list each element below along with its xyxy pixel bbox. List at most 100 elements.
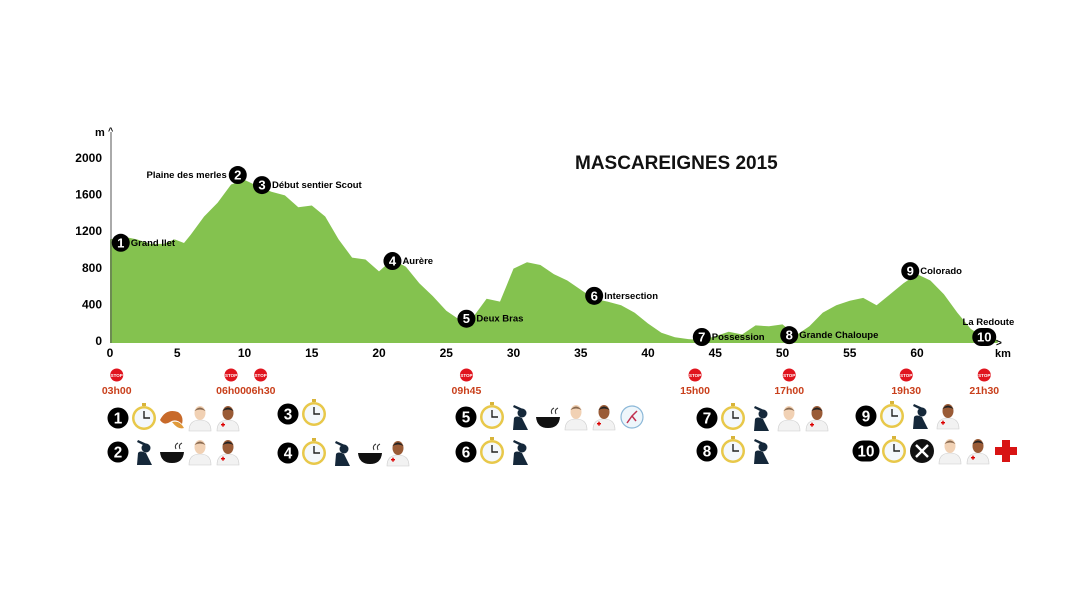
waypoint-label: Début sentier Scout xyxy=(272,180,363,191)
checkpoint-number: 2 xyxy=(114,444,122,461)
checkpoint-number: 4 xyxy=(389,254,397,269)
stopwatch-icon xyxy=(721,436,745,463)
x-tick-label: 10 xyxy=(238,346,252,360)
checkpoint-services-10: 10 xyxy=(852,436,1017,465)
waypoint-9: 9 Colorado xyxy=(901,262,962,281)
checkpoint-badge xyxy=(455,406,477,428)
chart-title: MASCAREIGNES 2015 xyxy=(575,153,778,174)
medic-icon xyxy=(805,406,829,432)
checkpoint-services-1: 1 xyxy=(107,403,240,432)
cutoff-06h30: STOP 06h30 xyxy=(246,368,276,397)
physio-icon xyxy=(620,405,644,429)
waypoint-label: La Redoute xyxy=(963,317,1015,328)
waypoint-7: 7 Possession xyxy=(692,328,765,346)
waypoint-label: Plaine des merles xyxy=(146,170,226,181)
stopwatch-icon xyxy=(480,437,504,464)
cutoff-time: 06h30 xyxy=(246,385,276,397)
y-tick-label: 1200 xyxy=(75,224,102,238)
stop-sign-icon xyxy=(977,368,991,382)
stop-sign-text: STOP xyxy=(978,373,990,378)
medic-icon xyxy=(216,440,240,466)
checkpoint-services-9: 9 xyxy=(855,401,960,430)
checkpoint-badge xyxy=(107,441,129,463)
checkpoint-badge xyxy=(972,328,997,346)
waypoint-2: 2 Plaine des merles xyxy=(146,166,247,185)
x-axis-arrow: > xyxy=(996,338,1002,349)
waypoint-label: Possession xyxy=(712,332,765,343)
stop-sign-icon xyxy=(782,368,796,382)
checkpoint-services-3: 3 xyxy=(277,399,326,426)
doctor-icon xyxy=(564,405,588,431)
checkpoint-badge xyxy=(696,440,718,462)
checkpoint-badge xyxy=(696,407,718,429)
soup-icon xyxy=(160,442,184,463)
cutoff-19h30: STOP 19h30 xyxy=(891,368,921,397)
drinker-icon xyxy=(335,441,350,466)
drinker-icon xyxy=(513,440,528,465)
x-tick-label: 60 xyxy=(910,346,924,360)
checkpoint-number: 6 xyxy=(462,444,470,461)
checkpoint-number: 9 xyxy=(907,264,914,279)
cutoff-time: 09h45 xyxy=(452,385,482,397)
checkpoint-badge xyxy=(692,328,711,346)
waypoint-5: 5 Deux Bras xyxy=(457,309,523,328)
cutoff-time: 17h00 xyxy=(774,385,804,397)
checkpoint-number: 3 xyxy=(284,406,292,423)
waypoint-10: 10 La Redoute xyxy=(963,317,1015,346)
checkpoint-badge xyxy=(383,252,402,271)
checkpoint-services-6: 6 xyxy=(455,437,528,465)
checkpoint-badge xyxy=(852,440,880,462)
cutoff-17h00: STOP 17h00 xyxy=(774,368,804,397)
checkpoint-badge xyxy=(585,286,604,305)
cutoff-15h00: STOP 15h00 xyxy=(680,368,710,397)
cutlery-icon xyxy=(910,439,934,463)
medic-icon xyxy=(966,439,990,465)
medic-icon xyxy=(936,404,960,430)
waypoint-6: 6 Intersection xyxy=(585,286,658,305)
elevation-area xyxy=(110,179,998,343)
checkpoint-badge xyxy=(277,403,299,425)
checkpoint-badge xyxy=(455,441,477,463)
waypoint-label: Grande Chaloupe xyxy=(799,330,878,341)
x-axis-label: km xyxy=(995,348,1011,360)
cutoff-21h30: STOP 21h30 xyxy=(969,368,999,397)
cutoff-time: 15h00 xyxy=(680,385,710,397)
checkpoint-services-5: 5 xyxy=(455,402,644,431)
medic-icon xyxy=(386,441,410,467)
x-tick-label: 55 xyxy=(843,346,857,360)
stop-sign-icon xyxy=(688,368,702,382)
drinker-icon xyxy=(913,404,928,429)
checkpoint-number: 7 xyxy=(703,410,711,427)
x-tick-label: 30 xyxy=(507,346,521,360)
checkpoint-badge xyxy=(107,407,129,429)
stopwatch-icon xyxy=(132,403,156,430)
soup-icon xyxy=(536,407,560,428)
checkpoint-number: 2 xyxy=(234,168,241,183)
drinker-icon xyxy=(754,406,769,431)
stop-sign-text: STOP xyxy=(783,373,795,378)
stop-sign-text: STOP xyxy=(225,373,237,378)
checkpoint-number: 7 xyxy=(698,330,705,345)
stop-sign-icon xyxy=(254,368,268,382)
waypoint-1: 1 Grand Ilet xyxy=(111,233,176,252)
stop-sign-text: STOP xyxy=(689,373,701,378)
stop-sign-icon xyxy=(459,368,473,382)
stopwatch-icon xyxy=(480,402,504,429)
x-tick-label: 20 xyxy=(372,346,386,360)
y-axis-arrow: ^ xyxy=(108,126,114,136)
waypoint-label: Grand Ilet xyxy=(131,238,176,249)
checkpoint-number: 8 xyxy=(703,443,711,460)
y-tick-label: 1600 xyxy=(75,188,102,202)
y-tick-label: 2000 xyxy=(75,151,102,165)
checkpoint-number: 5 xyxy=(462,409,471,426)
doctor-icon xyxy=(188,406,212,432)
checkpoint-number: 1 xyxy=(117,235,124,250)
checkpoint-number: 3 xyxy=(258,178,265,193)
checkpoint-badge xyxy=(252,176,271,195)
x-tick-label: 40 xyxy=(641,346,655,360)
x-tick-label: 35 xyxy=(574,346,588,360)
waypoint-4: 4 Aurère xyxy=(383,252,433,271)
stopwatch-icon xyxy=(880,401,904,428)
waypoint-label: Colorado xyxy=(920,266,962,277)
